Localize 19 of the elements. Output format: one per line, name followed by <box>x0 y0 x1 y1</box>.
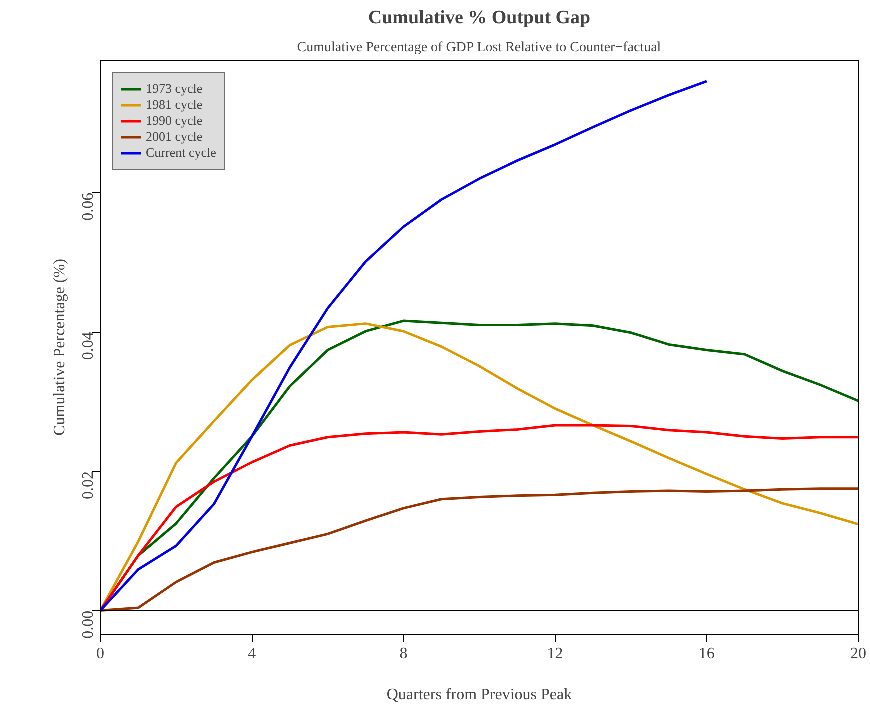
y-tick-label: 0.00 <box>80 610 97 639</box>
chart-subtitle: Cumulative Percentage of GDP Lost Relative to Counter−factual <box>297 40 662 56</box>
chart-title: Cumulative % Output Gap <box>368 8 591 28</box>
legend-label: Current cycle <box>146 145 216 161</box>
y-tick-label: 0.06 <box>80 192 97 221</box>
y-tick-label: 0.02 <box>80 471 97 500</box>
legend-label: 1973 cycle <box>146 81 203 97</box>
x-tick-label: 0 <box>96 646 104 662</box>
legend-label: 1981 cycle <box>146 97 203 113</box>
x-tick-label: 16 <box>698 646 715 662</box>
legend-label: 2001 cycle <box>146 129 203 145</box>
x-tick-label: 4 <box>248 646 256 662</box>
x-tick-label: 12 <box>547 646 564 662</box>
x-tick-label: 20 <box>850 646 866 662</box>
y-axis-title: Cumulative Percentage (%) <box>52 259 68 436</box>
legend-label: 1990 cycle <box>146 113 203 129</box>
x-axis-title: Quarters from Previous Peak <box>386 686 572 704</box>
y-tick-label: 0.04 <box>80 332 97 360</box>
x-tick-label: 8 <box>400 646 408 662</box>
